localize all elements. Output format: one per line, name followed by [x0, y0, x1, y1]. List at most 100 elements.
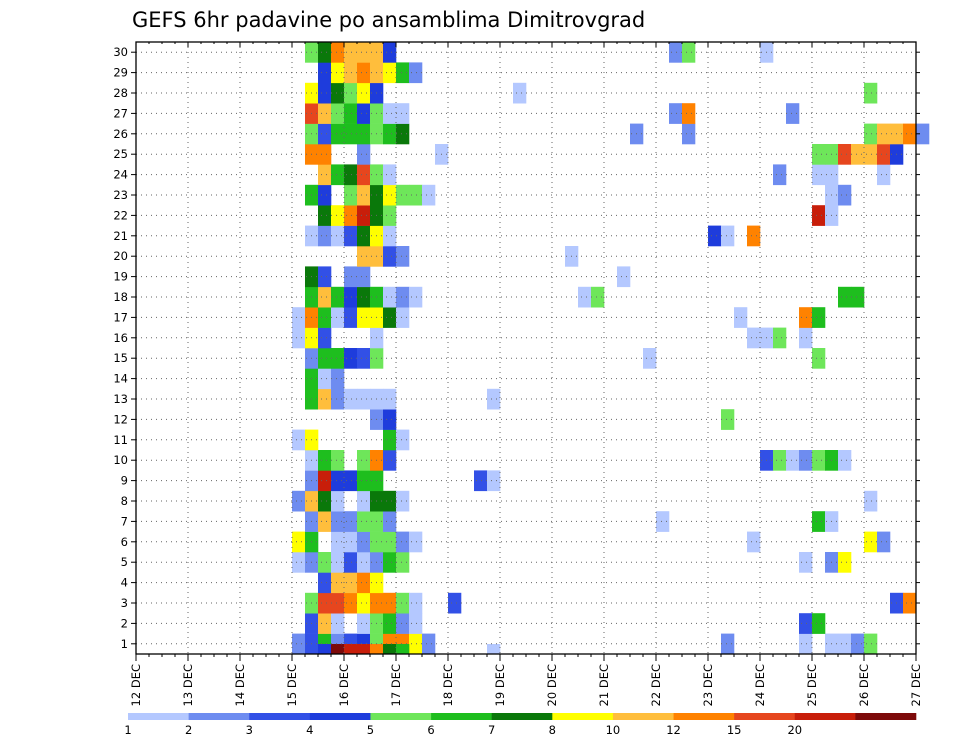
- heatmap-cell: [344, 164, 358, 186]
- heatmap-cell: [864, 633, 878, 655]
- colorbar-swatch: [734, 713, 796, 720]
- colorbar-label: 4: [306, 723, 313, 737]
- x-tick-label: 22 DEC: [649, 664, 663, 706]
- heatmap-cell: [747, 225, 761, 247]
- heatmap-cell: [318, 42, 332, 63]
- heatmap-cell: [383, 592, 397, 614]
- heatmap-cell: [487, 388, 501, 410]
- heatmap-cell: [318, 307, 332, 328]
- heatmap-cell: [799, 327, 813, 349]
- heatmap-cell: [383, 409, 397, 430]
- heatmap-cell: [292, 307, 306, 328]
- heatmap-cell: [292, 327, 306, 349]
- heatmap-cell: [357, 266, 371, 288]
- heatmap-cell: [383, 184, 397, 206]
- heatmap-cell: [864, 82, 878, 104]
- heatmap-cell: [357, 450, 371, 471]
- heatmap-cell: [357, 592, 371, 614]
- heatmap-cell: [383, 123, 397, 145]
- heatmap-cell: [331, 531, 345, 553]
- heatmap-cell: [747, 327, 761, 349]
- heatmap-cell: [409, 62, 423, 84]
- heatmap-cell: [656, 511, 670, 532]
- heatmap-cell: [344, 388, 358, 410]
- colorbar-swatch: [431, 713, 492, 720]
- x-tick-label: 12 DEC: [129, 664, 143, 706]
- colorbar-label: 15: [727, 723, 742, 737]
- heatmap-cell: [773, 450, 787, 471]
- heatmap-cell: [721, 409, 735, 430]
- heatmap-cell: [292, 490, 306, 512]
- y-tick-label: 18: [113, 290, 128, 304]
- heatmap-cell: [799, 307, 813, 328]
- y-tick-label: 26: [113, 127, 128, 141]
- heatmap-cell: [357, 246, 371, 267]
- y-tick-label: 16: [113, 331, 128, 345]
- heatmap-cell: [331, 388, 345, 410]
- heatmap-cell: [344, 266, 358, 288]
- colorbar-swatch: [612, 713, 674, 720]
- heatmap-cell: [344, 572, 358, 594]
- heatmap-cell: [318, 205, 332, 226]
- heatmap-cell: [422, 184, 436, 206]
- heatmap-cell: [396, 552, 410, 573]
- heatmap-cell: [383, 511, 397, 532]
- heatmap-cell: [344, 62, 358, 84]
- heatmap-cell: [838, 450, 852, 471]
- heatmap-cells: [292, 42, 930, 655]
- heatmap-cell: [487, 644, 501, 655]
- heatmap-cell: [396, 62, 410, 84]
- heatmap-cell: [318, 388, 332, 410]
- colorbar-label: 7: [488, 723, 495, 737]
- colorbar-swatch: [188, 713, 250, 720]
- heatmap-cell: [344, 470, 358, 492]
- heatmap-cell: [409, 613, 423, 634]
- heatmap-cell: [318, 552, 332, 573]
- heatmap-cell: [838, 286, 852, 308]
- heatmap-cell: [344, 123, 358, 145]
- heatmap-cell: [721, 633, 735, 655]
- heatmap-cell: [344, 286, 358, 308]
- heatmap-cell: [383, 205, 397, 226]
- heatmap-cell: [357, 572, 371, 594]
- heatmap-cell: [409, 592, 423, 614]
- heatmap-cell: [344, 42, 358, 63]
- heatmap-cell: [292, 552, 306, 573]
- heatmap-cell: [318, 82, 332, 104]
- heatmap-cell: [383, 225, 397, 247]
- heatmap-cell: [799, 552, 813, 573]
- y-tick-label: 3: [121, 596, 128, 610]
- heatmap-cell: [357, 62, 371, 84]
- heatmap-cell: [383, 429, 397, 451]
- heatmap-cell: [318, 62, 332, 84]
- y-tick-label: 19: [113, 270, 128, 284]
- heatmap-cell: [682, 123, 696, 145]
- heatmap-cell: [773, 327, 787, 349]
- heatmap-cell: [357, 490, 371, 512]
- heatmap-cell: [851, 144, 865, 165]
- colorbar: 1 2 3 4 5 6 7 8 10 12 15 20: [124, 713, 917, 737]
- heatmap-cell: [396, 592, 410, 614]
- colorbar-swatch: [855, 713, 917, 720]
- colorbar-swatch: [128, 713, 189, 720]
- x-tick-label: 19 DEC: [493, 664, 507, 706]
- x-tick-label: 23 DEC: [701, 664, 715, 706]
- heatmap-cell: [877, 123, 891, 145]
- heatmap-cell: [331, 225, 345, 247]
- heatmap-cell: [357, 388, 371, 410]
- x-tick-label: 26 DEC: [857, 664, 871, 706]
- heatmap-cell: [864, 123, 878, 145]
- heatmap-cell: [344, 225, 358, 247]
- heatmap-cell: [357, 184, 371, 206]
- heatmap-cell: [448, 592, 462, 614]
- heatmap-cell: [331, 368, 345, 390]
- y-tick-label: 5: [121, 555, 128, 569]
- heatmap-cell: [838, 633, 852, 655]
- heatmap-cell: [331, 205, 345, 226]
- heatmap-cell: [812, 450, 826, 471]
- y-axis: 1234567891011121314151617181920212223242…: [113, 45, 920, 651]
- heatmap-cell: [331, 82, 345, 104]
- heatmap-cell: [838, 552, 852, 573]
- heatmap-cell: [903, 123, 917, 145]
- heatmap-cell: [812, 307, 826, 328]
